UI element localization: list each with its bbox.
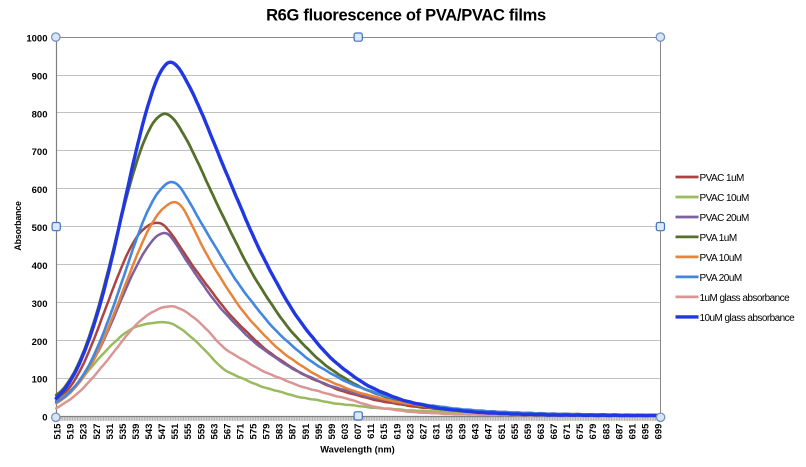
svg-text:643: 643	[471, 424, 482, 440]
svg-text:567: 567	[222, 424, 233, 440]
svg-text:523: 523	[79, 424, 90, 440]
svg-text:PVA 1uM: PVA 1uM	[700, 233, 737, 244]
svg-text:619: 619	[392, 424, 403, 440]
svg-text:575: 575	[249, 423, 260, 440]
svg-text:531: 531	[105, 423, 116, 440]
svg-text:651: 651	[497, 423, 508, 440]
svg-text:595: 595	[314, 423, 325, 440]
svg-text:Wavelength (nm): Wavelength (nm)	[320, 445, 395, 455]
svg-text:PVA 20uM: PVA 20uM	[700, 273, 742, 284]
svg-text:587: 587	[288, 424, 299, 440]
svg-text:535: 535	[118, 423, 129, 440]
svg-text:579: 579	[262, 424, 273, 440]
svg-text:539: 539	[131, 424, 142, 440]
svg-text:667: 667	[549, 424, 560, 440]
svg-text:615: 615	[379, 423, 390, 440]
svg-text:519: 519	[66, 424, 77, 440]
svg-text:655: 655	[510, 423, 521, 440]
svg-text:PVAC 20uM: PVAC 20uM	[700, 213, 750, 224]
svg-text:583: 583	[275, 424, 286, 440]
svg-text:R6G fluorescence of PVA/PVAC f: R6G fluorescence of PVA/PVAC films	[266, 7, 546, 25]
svg-text:700: 700	[32, 147, 48, 158]
svg-text:571: 571	[236, 423, 247, 440]
svg-text:559: 559	[196, 424, 207, 440]
svg-text:527: 527	[92, 424, 103, 440]
svg-text:551: 551	[170, 423, 181, 440]
svg-text:600: 600	[32, 185, 48, 196]
svg-text:687: 687	[614, 424, 625, 440]
svg-text:695: 695	[641, 423, 652, 440]
svg-text:1000: 1000	[26, 34, 47, 45]
svg-text:603: 603	[340, 424, 351, 440]
svg-text:635: 635	[445, 423, 456, 440]
svg-text:515: 515	[53, 423, 64, 440]
svg-text:683: 683	[601, 424, 612, 440]
svg-text:10uM glass absorbance: 10uM glass absorbance	[700, 313, 796, 324]
svg-text:543: 543	[144, 424, 155, 440]
svg-text:691: 691	[627, 423, 638, 440]
svg-text:631: 631	[431, 423, 442, 440]
svg-text:PVAC 1uM: PVAC 1uM	[700, 173, 745, 184]
svg-text:PVAC 10uM: PVAC 10uM	[700, 193, 750, 204]
svg-text:607: 607	[353, 424, 364, 440]
svg-text:0: 0	[42, 413, 47, 424]
svg-text:623: 623	[405, 424, 416, 440]
svg-text:647: 647	[484, 424, 495, 440]
svg-text:Absorbance: Absorbance	[13, 201, 23, 251]
svg-text:800: 800	[32, 109, 48, 120]
svg-text:663: 663	[536, 424, 547, 440]
svg-text:699: 699	[654, 424, 665, 440]
svg-text:639: 639	[458, 424, 469, 440]
svg-text:1uM glass absorbance: 1uM glass absorbance	[700, 293, 791, 304]
svg-text:900: 900	[32, 71, 48, 82]
svg-text:PVA 10uM: PVA 10uM	[700, 253, 742, 264]
svg-text:679: 679	[588, 424, 599, 440]
svg-text:611: 611	[366, 423, 377, 439]
svg-text:671: 671	[562, 423, 573, 440]
svg-text:599: 599	[327, 424, 338, 440]
svg-text:100: 100	[32, 375, 48, 386]
svg-text:591: 591	[301, 423, 312, 440]
svg-text:563: 563	[209, 424, 220, 440]
svg-text:400: 400	[32, 261, 48, 272]
svg-text:627: 627	[418, 424, 429, 440]
svg-text:659: 659	[523, 424, 534, 440]
svg-text:500: 500	[32, 223, 48, 234]
svg-text:300: 300	[32, 299, 48, 310]
svg-text:555: 555	[183, 423, 194, 440]
svg-text:675: 675	[575, 423, 586, 440]
svg-text:200: 200	[32, 337, 48, 348]
svg-text:547: 547	[157, 424, 168, 440]
